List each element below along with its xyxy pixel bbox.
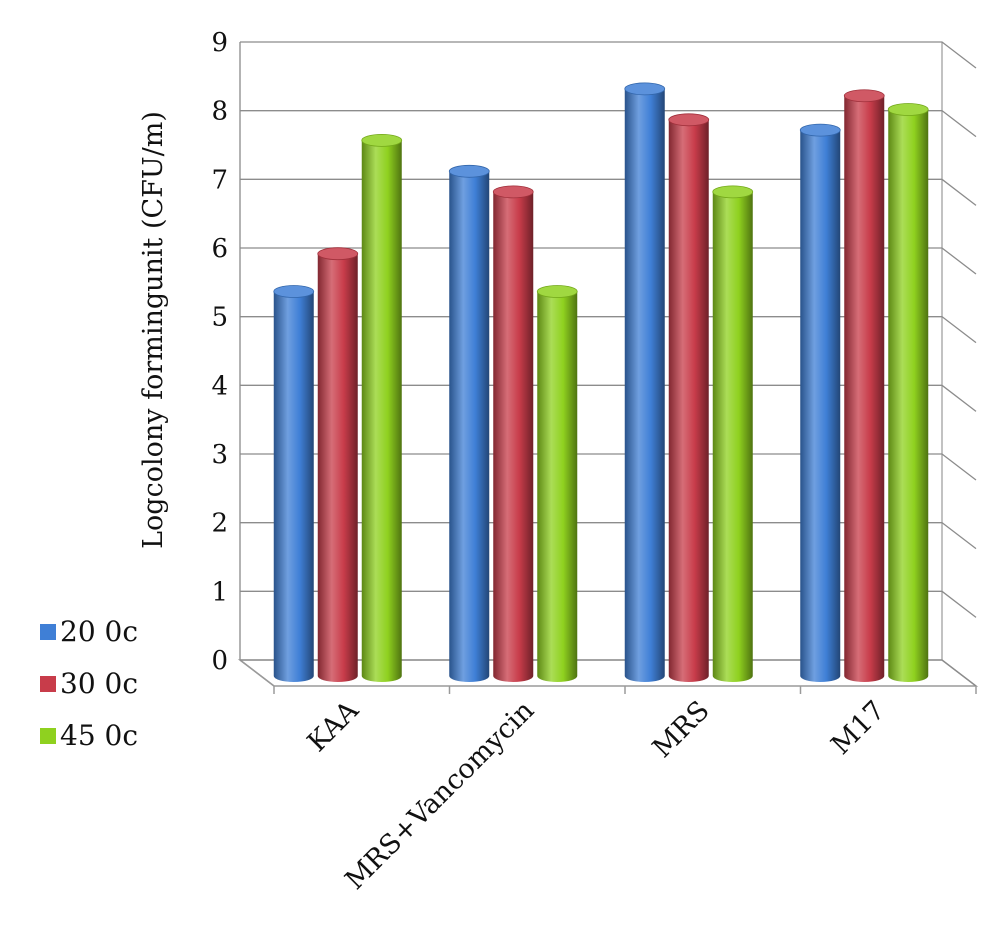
legend: 20 0c 30 0c 45 0c — [40, 615, 138, 752]
y-tick-label: 7 — [211, 165, 228, 195]
bar — [448, 164, 490, 683]
bar — [712, 185, 754, 682]
y-tick-label: 2 — [211, 509, 228, 539]
legend-swatch — [40, 676, 56, 692]
y-tick-label: 5 — [211, 303, 228, 333]
bar — [273, 285, 315, 682]
x-tick-label: MRS — [647, 695, 716, 764]
bar — [799, 123, 841, 683]
legend-swatch — [40, 728, 56, 744]
legend-item: 30 0c — [40, 667, 138, 700]
x-tick-label: KAA — [302, 695, 365, 758]
gridline — [240, 41, 977, 69]
y-tick-label: 6 — [211, 234, 228, 264]
bar — [624, 82, 666, 682]
y-tick-label: 8 — [211, 97, 228, 127]
legend-item: 45 0c — [40, 719, 138, 752]
legend-item: 20 0c — [40, 615, 138, 648]
y-tick-label: 0 — [211, 646, 228, 676]
y-axis-label: Logcolony formingunit (CFU/m) — [138, 111, 169, 549]
bar — [492, 185, 534, 682]
bar — [887, 103, 929, 682]
gridline — [240, 110, 977, 138]
bar — [361, 133, 403, 682]
y-axis-ticks: 0 1 2 3 4 5 6 7 8 9 — [211, 28, 228, 676]
legend-label: 20 0c — [60, 615, 138, 648]
y-tick-label: 4 — [211, 371, 228, 401]
bar — [317, 247, 359, 682]
legend-label: 30 0c — [60, 667, 138, 700]
x-tick-label: MRS+Vancomycin — [339, 695, 540, 896]
bar — [536, 285, 578, 682]
bars — [273, 82, 929, 683]
bar — [843, 89, 885, 683]
x-tick-label: M17 — [825, 695, 891, 761]
bar — [668, 113, 710, 683]
y-tick-label: 9 — [211, 28, 228, 58]
y-tick-label: 3 — [211, 440, 228, 470]
legend-label: 45 0c — [60, 719, 138, 752]
y-tick-label: 1 — [211, 577, 228, 607]
legend-swatch — [40, 624, 56, 640]
